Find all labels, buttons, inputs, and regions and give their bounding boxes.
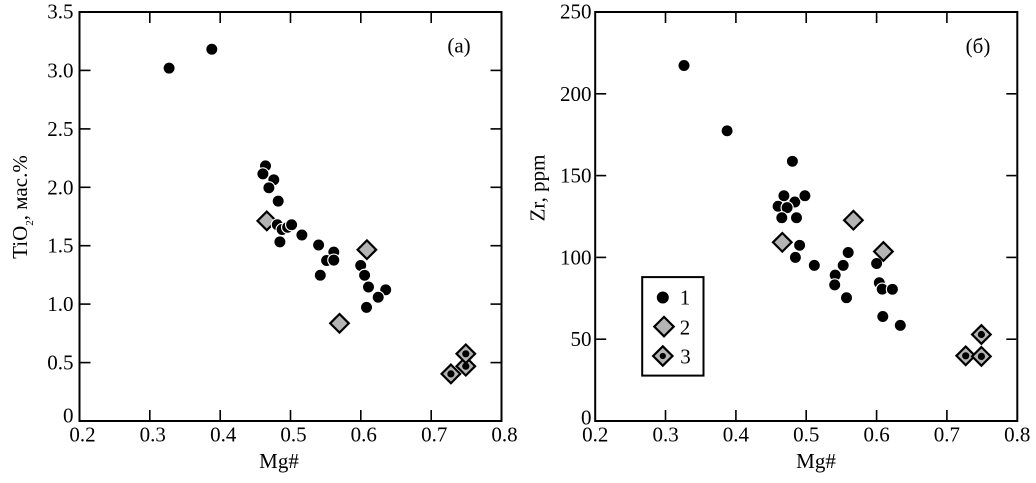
svg-text:2.0: 2.0 — [47, 175, 73, 199]
svg-text:0.3: 0.3 — [140, 423, 166, 447]
svg-text:3: 3 — [680, 345, 691, 369]
svg-text:0: 0 — [581, 406, 592, 430]
svg-text:1.0: 1.0 — [47, 292, 73, 316]
svg-text:0.5: 0.5 — [280, 423, 306, 447]
svg-text:200: 200 — [560, 82, 592, 106]
svg-text:Zr, ppm: Zr, ppm — [525, 155, 549, 222]
svg-text:0.8: 0.8 — [1004, 423, 1030, 447]
svg-text:3.5: 3.5 — [47, 0, 73, 24]
svg-text:(а): (а) — [447, 34, 470, 58]
svg-text:0.3: 0.3 — [652, 423, 678, 447]
svg-text:0.4: 0.4 — [723, 423, 750, 447]
svg-text:0.4: 0.4 — [210, 423, 237, 447]
svg-text:3.0: 3.0 — [47, 58, 73, 82]
svg-text:0: 0 — [63, 404, 74, 428]
svg-text:Mg#: Mg# — [259, 449, 299, 473]
svg-text:0.8: 0.8 — [491, 423, 517, 447]
svg-text:0.7: 0.7 — [934, 423, 960, 447]
svg-text:0.7: 0.7 — [421, 423, 447, 447]
svg-text:2.5: 2.5 — [47, 117, 73, 141]
svg-text:100: 100 — [560, 245, 592, 269]
svg-text:0.6: 0.6 — [351, 423, 377, 447]
svg-text:0.5: 0.5 — [793, 423, 819, 447]
svg-text:1.5: 1.5 — [47, 234, 73, 258]
svg-text:150: 150 — [560, 164, 592, 188]
svg-text:Mg#: Mg# — [796, 449, 836, 473]
svg-text:2: 2 — [680, 315, 691, 339]
svg-text:250: 250 — [560, 0, 592, 24]
svg-text:0.6: 0.6 — [863, 423, 889, 447]
svg-text:0.2: 0.2 — [69, 423, 95, 447]
svg-text:0.2: 0.2 — [582, 423, 608, 447]
svg-text:50: 50 — [571, 327, 592, 351]
svg-text:(б): (б) — [966, 34, 991, 58]
svg-text:0.5: 0.5 — [47, 351, 73, 375]
svg-text:1: 1 — [680, 286, 691, 310]
svg-text:TiO2, мас.%: TiO2, мас.% — [8, 155, 36, 259]
